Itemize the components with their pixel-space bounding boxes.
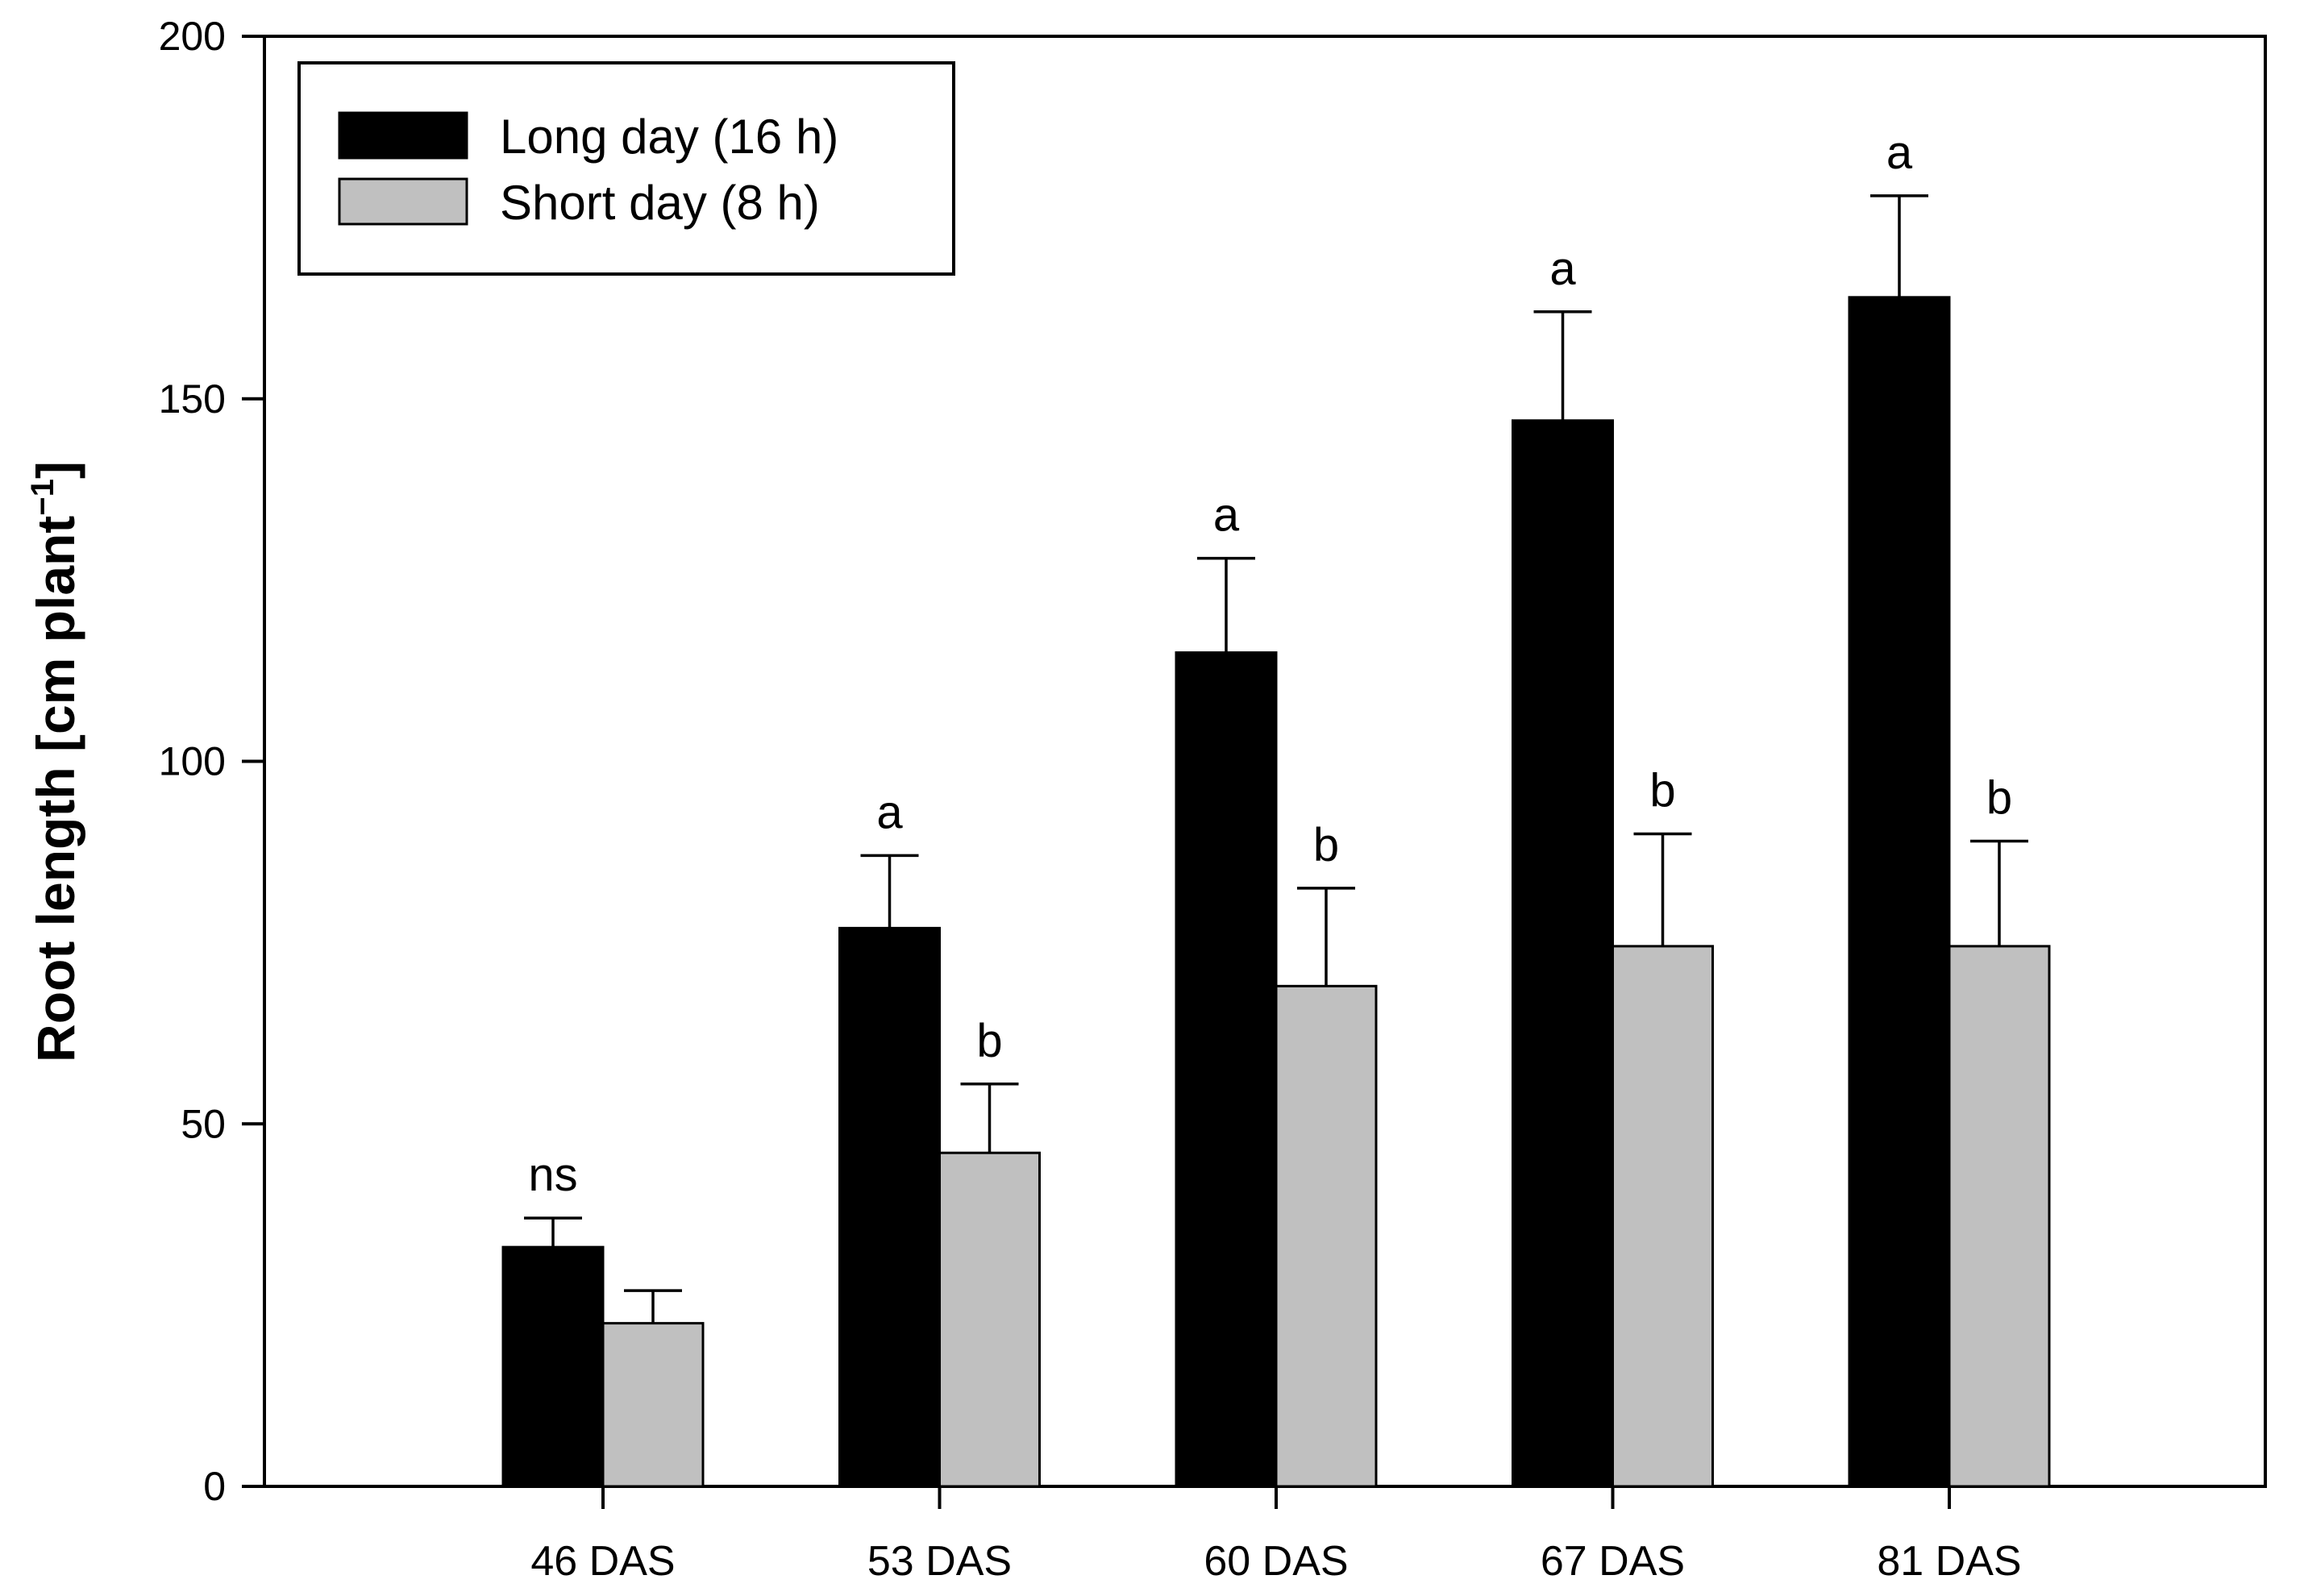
- y-tick-label-100: 100: [159, 739, 226, 784]
- legend-swatch-long-day: [338, 111, 468, 160]
- y-axis: 0 50 100 150 200: [159, 14, 264, 1509]
- significance-label-long-day-0: ns: [528, 1149, 577, 1201]
- bar-short-day-2: [1275, 984, 1378, 1488]
- y-axis-title-superscript: −1: [25, 479, 60, 516]
- bar-short-day-4: [1948, 945, 2051, 1488]
- bar-long-day-1: [838, 926, 941, 1488]
- significance-label-short-day-4: b: [1986, 771, 2012, 824]
- significance-label-long-day-4: a: [1886, 127, 1913, 179]
- y-tick-label-0: 0: [203, 1464, 226, 1509]
- significance-label-long-day-3: a: [1549, 243, 1576, 295]
- x-axis: 46 DAS 53 DAS 60 DAS 67 DAS 81 DAS: [530, 1486, 2022, 1585]
- bar-short-day-1: [938, 1151, 1041, 1488]
- legend-label-long-day: Long day (16 h): [500, 110, 838, 164]
- bar-long-day-4: [1848, 296, 1951, 1488]
- y-axis-title-main: Root length [cm plant: [26, 516, 85, 1062]
- legend-swatch-short-day: [338, 177, 468, 226]
- bar-long-day-0: [501, 1245, 605, 1488]
- x-tick-label-3: 67 DAS: [1541, 1538, 1685, 1585]
- x-tick-label-2: 60 DAS: [1204, 1538, 1348, 1585]
- significance-label-long-day-2: a: [1213, 489, 1240, 542]
- x-tick-label-0: 46 DAS: [530, 1538, 675, 1585]
- bar-short-day-3: [1612, 945, 1714, 1488]
- bar-long-day-3: [1512, 419, 1614, 1488]
- y-axis-title: Root length [cm plant−1]: [25, 461, 85, 1062]
- y-axis-title-suffix: ]: [26, 461, 85, 479]
- y-tick-label-150: 150: [159, 376, 226, 422]
- bars-layer: ns a b a b a b a b: [501, 127, 2051, 1488]
- significance-label-short-day-2: b: [1313, 819, 1339, 871]
- bar-short-day-0: [601, 1322, 705, 1488]
- y-tick-label-50: 50: [181, 1101, 226, 1146]
- significance-label-short-day-1: b: [976, 1015, 1002, 1067]
- x-tick-label-1: 53 DAS: [867, 1538, 1012, 1585]
- legend-box: [297, 61, 955, 276]
- significance-label-long-day-1: a: [876, 786, 903, 838]
- legend: Long day (16 h) Short day (8 h): [297, 61, 955, 276]
- significance-label-short-day-3: b: [1649, 764, 1675, 817]
- x-tick-label-4: 81 DAS: [1877, 1538, 2021, 1585]
- bar-long-day-2: [1175, 651, 1278, 1488]
- y-tick-label-200: 200: [159, 14, 226, 59]
- legend-label-short-day: Short day (8 h): [500, 176, 820, 230]
